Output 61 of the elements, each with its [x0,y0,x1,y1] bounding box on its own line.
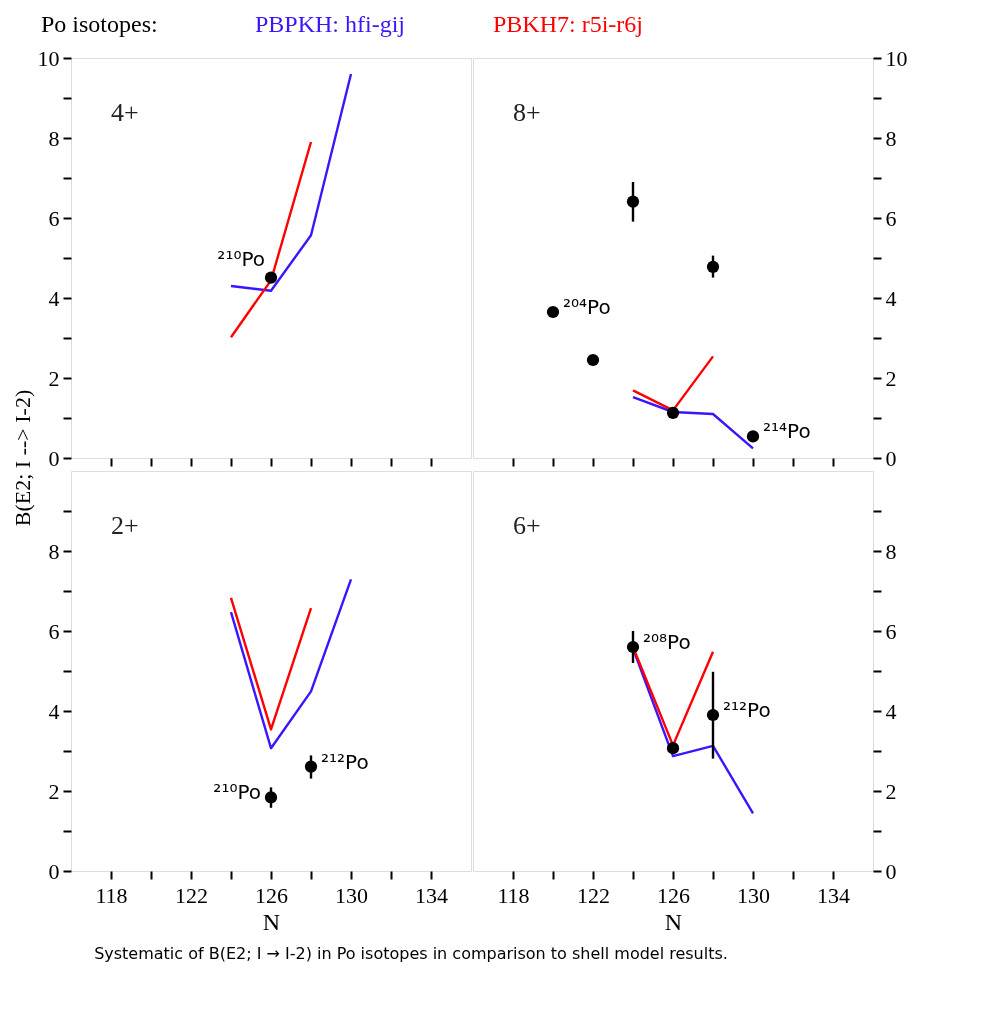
line-series [631,396,755,450]
annotation: ²⁰⁸Po [643,630,691,654]
y-tick-label: 10 [885,45,908,71]
point [706,708,720,722]
y-tick-label: 0 [885,445,897,471]
y-tick-label: 0 [48,445,60,471]
y-tick-label: 0 [48,858,60,884]
y-tick-label: 2 [885,778,897,804]
annotation: ²¹²Po [321,749,369,774]
text: Systematic of B(E2; I → I-2) in Po isotopes in comparison to shell model results. [94,944,728,963]
point [746,430,760,443]
text: 4+ [111,98,139,127]
point [666,742,680,755]
x-tick-label: 126 [255,882,288,908]
x-tick-label: 134 [817,882,850,908]
y-tick-label: 6 [885,205,897,231]
y-tick-label: 8 [48,125,60,151]
annotation: ²¹²Po [723,698,771,722]
annotation: ²⁰⁴Po [563,295,611,319]
point [546,305,560,319]
x-tick-label: 130 [737,882,770,908]
y-tick-label: 2 [48,365,60,391]
x-axis-title: N [262,908,281,935]
text: PBKH7: r5i-r6j [493,11,643,37]
point [626,195,640,208]
annotation: ²¹⁴Po [763,419,811,444]
point [706,260,720,273]
text: 2+ [111,511,139,540]
text: 6+ [513,511,541,540]
legend-title: Po isotopes: [41,11,158,37]
x-tick-label: 118 [497,882,530,908]
line-series [229,578,353,750]
x-tick-label: 122 [577,882,610,908]
y-tick-label: 4 [885,285,897,311]
x-tick-label: 126 [657,882,690,908]
y-tick-label: 6 [48,205,60,231]
y-tick-label: 6 [48,618,60,644]
point [626,640,640,654]
x-tick-label: 134 [415,882,448,908]
annotation: ²¹⁰Po [217,246,265,271]
y-tick-label: 6 [885,618,897,644]
y-tick-label: 4 [48,698,60,724]
text: PBPKH: hfi-gij [255,11,406,37]
text: 8+ [513,98,541,127]
point [666,406,680,419]
point [586,353,600,367]
annotation: ²¹⁰Po [213,780,261,805]
y-tick-label: 0 [885,858,897,884]
y-tick-label: 2 [885,365,897,391]
x-tick-label: 118 [95,882,128,908]
x-tick-label: 122 [175,882,208,908]
x-tick-label: 130 [335,882,368,908]
y-tick-label: 8 [48,538,60,564]
y-tick-label: 8 [885,538,897,564]
y-tick-label: 2 [48,778,60,804]
y-tick-label: 10 [37,45,60,71]
y-axis-title: B(E2; I --> I-2) [10,389,35,527]
y-tick-label: 8 [885,125,897,151]
x-axis-title: N [664,908,683,935]
y-tick-label: 4 [885,698,897,724]
y-tick-label: 4 [48,285,60,311]
